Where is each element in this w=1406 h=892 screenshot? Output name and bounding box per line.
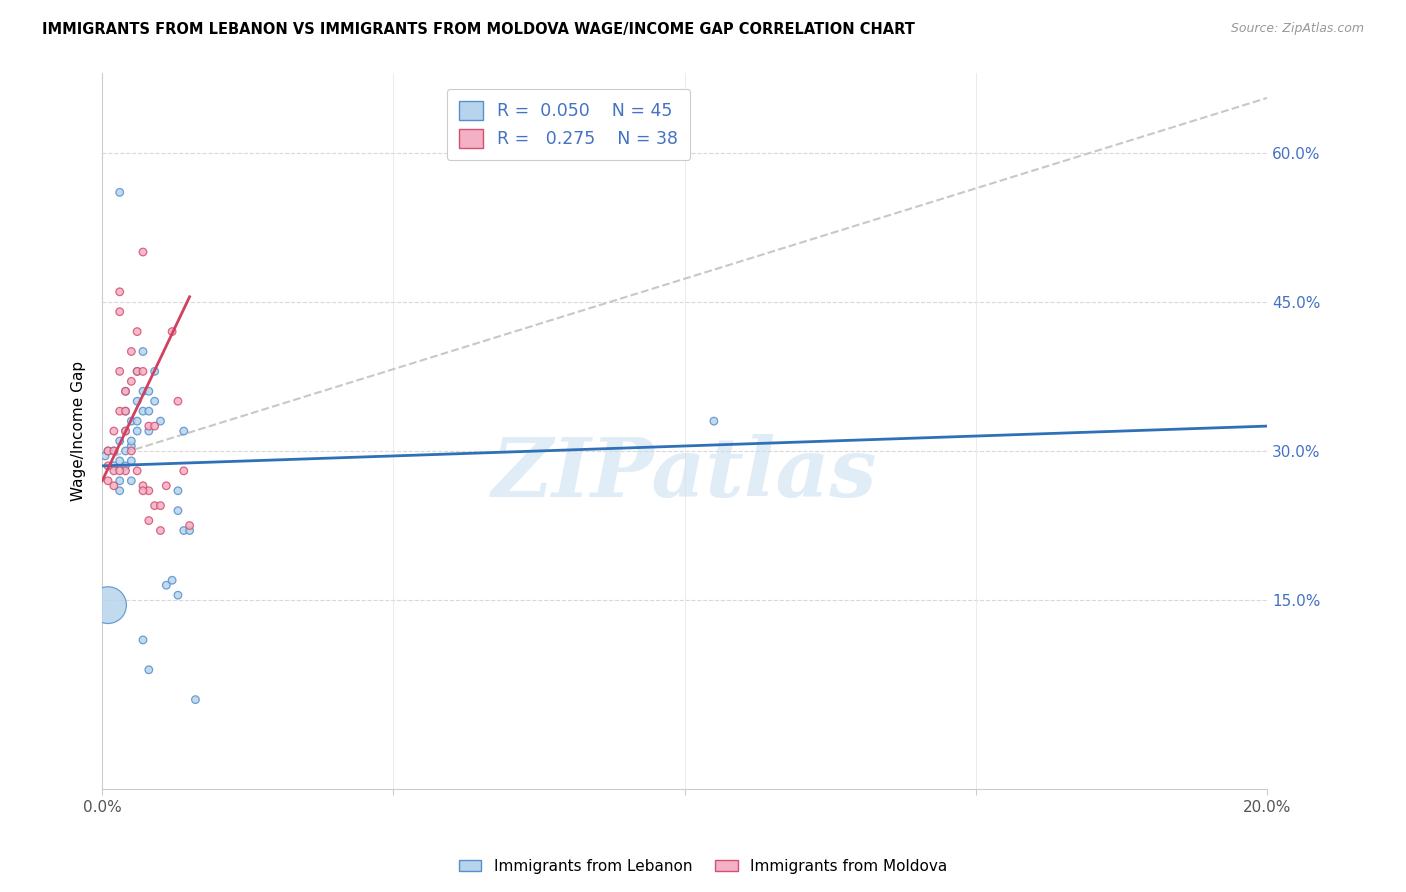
Point [114, 424, 136, 438]
Point [160, 574, 183, 588]
Point [127, 364, 149, 378]
Point [127, 464, 149, 478]
Point [97, 444, 120, 458]
Point [108, 454, 131, 468]
Point [173, 524, 195, 538]
Point [167, 394, 190, 409]
Point [120, 344, 142, 359]
Point [703, 414, 725, 428]
Point [143, 364, 166, 378]
Point [132, 483, 155, 498]
Point [97, 598, 120, 612]
Point [108, 474, 131, 488]
Point [103, 458, 125, 473]
Point [114, 424, 136, 438]
Point [103, 444, 125, 458]
Point [127, 424, 149, 438]
Point [108, 186, 131, 200]
Point [132, 245, 155, 260]
Point [132, 632, 155, 647]
Point [114, 464, 136, 478]
Point [103, 479, 125, 493]
Point [138, 404, 160, 418]
Point [103, 444, 125, 458]
Point [132, 344, 155, 359]
Point [132, 364, 155, 378]
Point [97, 458, 120, 473]
Point [167, 483, 190, 498]
Point [114, 404, 136, 418]
Point [103, 424, 125, 438]
Point [108, 364, 131, 378]
Point [155, 479, 177, 493]
Point [149, 499, 172, 513]
Point [138, 483, 160, 498]
Point [120, 474, 142, 488]
Point [120, 439, 142, 453]
Point [114, 384, 136, 399]
Y-axis label: Wage/Income Gap: Wage/Income Gap [72, 361, 86, 501]
Point [108, 304, 131, 318]
Point [173, 424, 195, 438]
Point [149, 524, 172, 538]
Point [138, 384, 160, 399]
Point [143, 394, 166, 409]
Point [143, 419, 166, 434]
Point [127, 364, 149, 378]
Text: Source: ZipAtlas.com: Source: ZipAtlas.com [1230, 22, 1364, 36]
Point [143, 499, 166, 513]
Point [173, 464, 195, 478]
Point [138, 514, 160, 528]
Point [167, 588, 190, 602]
Point [127, 414, 149, 428]
Point [179, 518, 201, 533]
Legend: R =  0.050    N = 45, R =   0.275    N = 38: R = 0.050 N = 45, R = 0.275 N = 38 [447, 89, 690, 161]
Legend: Immigrants from Lebanon, Immigrants from Moldova: Immigrants from Lebanon, Immigrants from… [453, 853, 953, 880]
Point [114, 458, 136, 473]
Point [132, 479, 155, 493]
Point [138, 663, 160, 677]
Text: IMMIGRANTS FROM LEBANON VS IMMIGRANTS FROM MOLDOVA WAGE/INCOME GAP CORRELATION C: IMMIGRANTS FROM LEBANON VS IMMIGRANTS FR… [42, 22, 915, 37]
Point [108, 483, 131, 498]
Point [94, 449, 117, 463]
Point [149, 414, 172, 428]
Point [103, 464, 125, 478]
Point [120, 414, 142, 428]
Point [179, 524, 201, 538]
Point [108, 404, 131, 418]
Point [120, 444, 142, 458]
Point [108, 285, 131, 299]
Point [160, 325, 183, 339]
Text: ZIPatlas: ZIPatlas [492, 434, 877, 514]
Point [132, 404, 155, 418]
Point [114, 444, 136, 458]
Point [108, 434, 131, 448]
Point [184, 692, 207, 706]
Point [108, 464, 131, 478]
Point [114, 404, 136, 418]
Point [132, 384, 155, 399]
Point [97, 474, 120, 488]
Point [127, 394, 149, 409]
Point [167, 503, 190, 517]
Point [97, 444, 120, 458]
Point [138, 419, 160, 434]
Point [114, 384, 136, 399]
Point [120, 454, 142, 468]
Point [155, 578, 177, 592]
Point [138, 424, 160, 438]
Point [127, 325, 149, 339]
Point [120, 374, 142, 388]
Point [120, 434, 142, 448]
